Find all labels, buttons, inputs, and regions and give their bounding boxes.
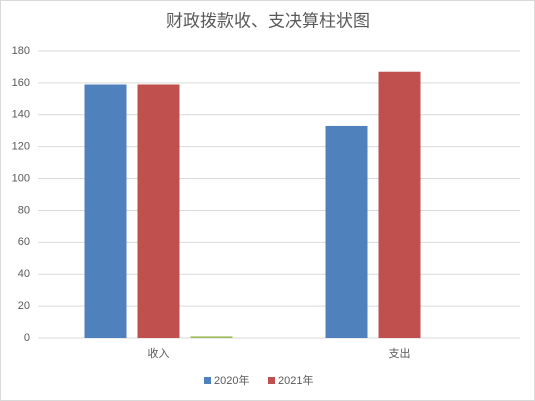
y-tick-label: 120 <box>12 141 30 153</box>
chart-title: 财政拨款收、支决算柱状图 <box>166 11 370 30</box>
y-tick-label: 180 <box>12 45 30 57</box>
y-tick-label: 60 <box>18 236 30 248</box>
y-tick-label: 100 <box>12 172 30 184</box>
bar <box>137 84 180 338</box>
legend-label: 2021年 <box>278 373 313 387</box>
legend-swatch <box>204 377 211 384</box>
x-tick-label: 支出 <box>389 346 411 360</box>
y-tick-label: 40 <box>18 268 30 280</box>
y-tick-label: 80 <box>18 204 30 216</box>
bar <box>378 71 421 338</box>
bar <box>190 336 233 338</box>
y-tick-label: 0 <box>24 332 30 344</box>
bar <box>325 125 368 338</box>
y-tick-label: 160 <box>12 77 30 89</box>
x-tick-label: 收入 <box>148 346 170 360</box>
legend-swatch <box>268 377 275 384</box>
legend-label: 2020年 <box>214 373 249 387</box>
y-tick-label: 20 <box>18 300 30 312</box>
bar <box>84 84 127 338</box>
y-tick-label: 140 <box>12 109 30 121</box>
